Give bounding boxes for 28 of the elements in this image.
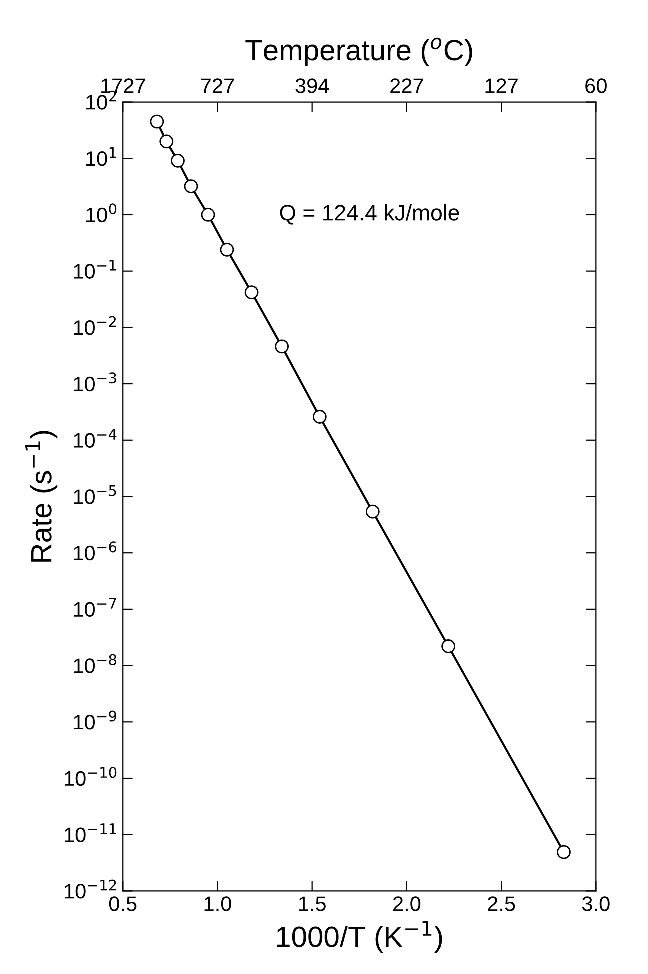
text: 60 (586, 78, 607, 94)
x-tick-label: 2.0 (394, 896, 421, 912)
text: 127 (486, 78, 518, 94)
y-tick-label: 10$^{1}$ (86, 147, 116, 166)
x-tick-label: 2.5 (488, 896, 516, 912)
x-axis-title: 1000/T (K$^{−1}$) (277, 921, 442, 954)
x2-axis-title: Temperature ($^{o}$C) (246, 38, 472, 67)
y-tick-label: 10$^{−1}$ (74, 260, 116, 279)
y-tick-label: 10$^{−4}$ (74, 429, 117, 448)
y-tick-label: 10$^{−5}$ (74, 486, 116, 504)
x-tick-label: 1.0 (204, 896, 232, 912)
y-tick-label: 10$^{−10}$ (65, 767, 117, 786)
y-tick-label: 10$^{−9}$ (74, 710, 116, 730)
annotation: Q = 124.4 kJ/mole (280, 204, 460, 225)
x-tick-label: 3.0 (582, 896, 610, 912)
text: 394 (296, 78, 330, 94)
y-tick-label: 10$^{−11}$ (65, 824, 116, 842)
text: 727 (201, 78, 234, 94)
y-tick-label: 10$^{0}$ (86, 204, 117, 223)
text: 227 (390, 78, 424, 94)
y-tick-label: 10$^{−3}$ (74, 372, 116, 392)
x-tick-label: 1.5 (299, 896, 326, 912)
x-tick-label: 0.5 (109, 896, 137, 912)
y-tick-label: 10$^{−6}$ (74, 542, 117, 561)
y-tick-label: 10$^{−2}$ (74, 316, 116, 336)
y-tick-label: 10$^{−7}$ (74, 598, 116, 618)
y-axis-title: Rate (s$^{−1}$) (26, 431, 58, 562)
y-tick-label: 10$^{−8}$ (74, 654, 117, 674)
